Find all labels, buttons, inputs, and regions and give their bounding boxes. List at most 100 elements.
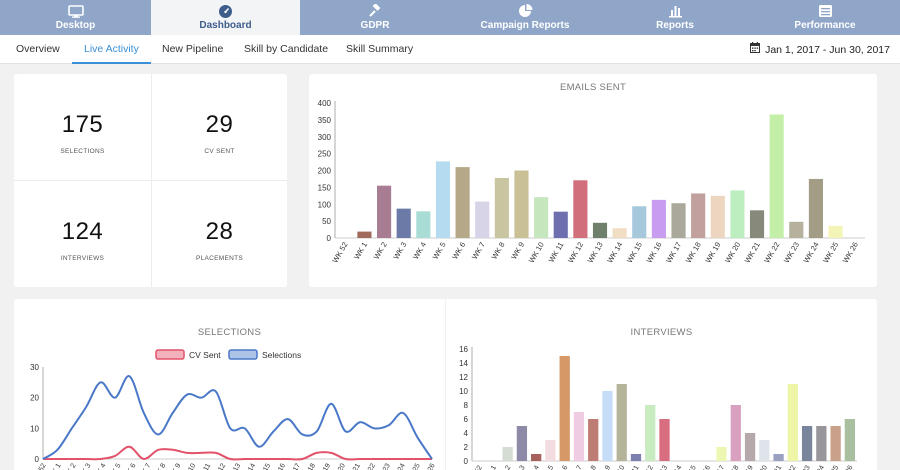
date-range-picker[interactable]: Jan 1, 2017 - Jun 30, 2017 — [750, 35, 890, 64]
subnav-skill-summary[interactable]: Skill Summary — [346, 43, 414, 55]
x-tick-label: WK 14 — [241, 462, 258, 470]
x-tick-label: WK 9 — [598, 464, 613, 470]
bar — [377, 185, 392, 238]
legend-swatch — [155, 349, 185, 360]
y-tick-label: 10 — [459, 387, 468, 396]
y-tick-label: 4 — [464, 429, 469, 438]
tab-label: Campaign Reports — [480, 20, 570, 31]
x-tick-label: WK 1 — [483, 464, 498, 470]
bar — [559, 356, 570, 461]
bar-chart-icon — [668, 4, 683, 18]
stat-label: PLACEMENTS — [195, 255, 244, 262]
x-tick-label: WK 17 — [710, 464, 727, 470]
x-tick-label: WK 52 — [31, 462, 48, 470]
x-tick-label: WK 5 — [431, 241, 448, 261]
bar — [592, 222, 608, 238]
x-tick-label: WK 20 — [752, 464, 769, 470]
x-tick-label: WK 26 — [420, 462, 437, 470]
y-tick-label: 250 — [318, 150, 332, 159]
y-tick-label: 300 — [318, 133, 332, 142]
x-tick-label: WK 25 — [824, 464, 841, 470]
stat-selections: 175 SELECTIONS — [14, 74, 151, 180]
x-tick-label: WK 15 — [256, 462, 273, 470]
x-tick-label: WK 23 — [795, 464, 812, 470]
x-tick-label: WK 18 — [684, 241, 703, 265]
tab-reports[interactable]: Reports — [600, 0, 750, 35]
x-tick-label: WK 8 — [490, 241, 507, 261]
chart-title: INTERVIEWS — [630, 327, 693, 338]
bar — [475, 201, 490, 238]
x-tick-label: WK 26 — [838, 464, 855, 470]
y-tick-label: 50 — [322, 217, 331, 226]
bar — [716, 447, 727, 461]
x-tick-label: WK 24 — [802, 240, 821, 264]
bar — [612, 228, 627, 238]
y-tick-label: 6 — [464, 415, 469, 424]
x-tick-label: WK 4 — [93, 462, 108, 470]
emails-sent-card: EMAILS SENT 0 50 100 150 200 250 300 350 400 WK 5… — [309, 74, 877, 287]
bar — [396, 208, 411, 238]
x-tick-label: WK 8 — [153, 462, 168, 470]
bar — [769, 114, 784, 238]
x-tick-label: WK 2 — [63, 462, 78, 470]
bar — [531, 454, 542, 461]
divider — [14, 180, 287, 181]
tab-campaign-reports[interactable]: Campaign Reports — [450, 0, 600, 35]
bar — [749, 210, 765, 238]
x-tick-label: WK 22 — [360, 462, 377, 470]
x-tick-label: WK 14 — [605, 241, 624, 265]
x-tick-label: WK 4 — [411, 241, 428, 261]
tab-label: Dashboard — [199, 20, 252, 31]
y-tick-label: 100 — [318, 200, 332, 209]
x-tick-label: WK 16 — [645, 241, 664, 265]
x-tick-label: WK 20 — [330, 462, 347, 470]
bar — [828, 225, 843, 238]
x-tick-label: WK 2 — [372, 241, 389, 261]
subnav-new-pipeline[interactable]: New Pipeline — [162, 43, 224, 55]
x-tick-label: WK 3 — [391, 241, 408, 261]
y-tick-label: 16 — [459, 345, 468, 354]
tab-label: Reports — [656, 20, 694, 31]
x-tick-label: WK 11 — [547, 240, 566, 264]
x-tick-label: WK 13 — [653, 464, 670, 470]
bar — [455, 167, 470, 238]
bar — [808, 178, 823, 238]
subnav-live-activity[interactable]: Live Activity — [72, 35, 151, 64]
stat-value: 124 — [61, 218, 104, 245]
x-tick-label: WK 15 — [681, 464, 698, 470]
pie-chart-icon — [518, 4, 533, 18]
x-tick-label: WK 19 — [315, 462, 332, 470]
tab-gdpr[interactable]: GDPR — [300, 0, 450, 35]
tab-dashboard[interactable]: Dashboard — [151, 0, 300, 35]
x-tick-label: WK 6 — [123, 462, 138, 470]
subnav-overview[interactable]: Overview — [16, 43, 60, 55]
y-tick-label: 350 — [318, 116, 332, 125]
top-nav: Desktop Dashboard GDPR Campaign Reports … — [0, 0, 900, 35]
tab-performance[interactable]: Performance — [750, 0, 900, 35]
x-tick-label: WK 9 — [168, 462, 183, 470]
tab-desktop[interactable]: Desktop — [0, 0, 151, 35]
y-tick-label: 20 — [30, 394, 39, 403]
subnav-skill-by-candidate[interactable]: Skill by Candidate — [244, 43, 329, 55]
tab-label: Desktop — [55, 20, 96, 31]
x-tick-label: WK 10 — [181, 462, 198, 470]
legend-label: CV Sent — [189, 350, 221, 360]
monitor-icon — [67, 4, 84, 18]
y-tick-label: 0 — [327, 234, 332, 243]
stat-interviews: 124 INTERVIEWS — [14, 181, 151, 287]
bar — [773, 454, 784, 461]
x-tick-label: WK 9 — [509, 241, 526, 261]
selections-card: SELECTIONS 0 10 20 30 CV Sent Selections WK 52… — [14, 299, 445, 470]
list-icon — [818, 4, 833, 18]
stat-placements: 28 PLACEMENTS — [151, 181, 288, 287]
x-tick-label: WK 21 — [743, 241, 762, 265]
bar — [789, 221, 804, 238]
y-tick-label: 10 — [30, 424, 39, 433]
x-tick-label: WK 19 — [738, 464, 755, 470]
x-tick-label: WK 14 — [667, 464, 684, 470]
x-tick-label: WK 22 — [781, 464, 798, 470]
chart-title: EMAILS SENT — [559, 82, 627, 93]
